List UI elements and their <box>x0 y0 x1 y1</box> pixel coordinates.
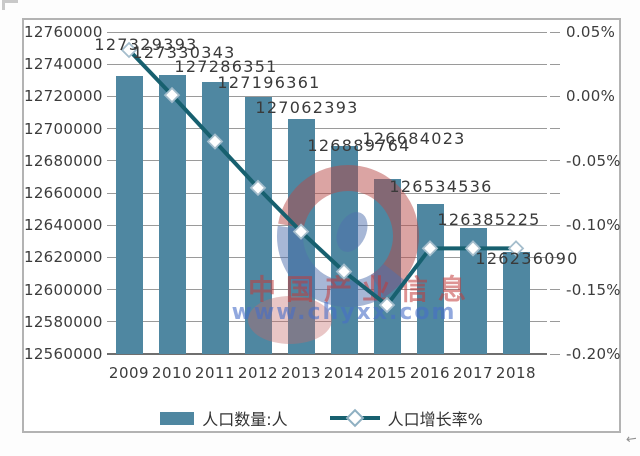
y-axis-label-right: -0.15% <box>566 280 621 299</box>
legend-label: 人口数量:人 <box>202 410 288 429</box>
bar-swatch-icon <box>160 411 195 425</box>
bar-value-label: 126684023 <box>362 129 466 148</box>
bar <box>244 96 272 354</box>
x-axis-label: 2009 <box>108 364 150 382</box>
x-axis-label: 2016 <box>409 364 451 382</box>
y-axis-label-left: 12640000 <box>24 216 103 235</box>
legend-item-population: 人口数量:人 <box>160 406 288 430</box>
x-axis-label: 2010 <box>151 364 193 382</box>
y-axis-label-right: -0.10% <box>566 216 621 235</box>
bar <box>158 75 186 354</box>
bar-value-label: 126534536 <box>389 177 493 196</box>
line-swatch-icon <box>329 408 380 428</box>
legend-label: 人口增长率% <box>387 410 483 429</box>
y-axis-label-left: 12720000 <box>24 87 103 106</box>
y-axis-label-left: 12700000 <box>24 119 103 138</box>
chart-frame: 12760000 0.05% 12740000 12720000 0.00% 127000… <box>22 18 621 433</box>
x-axis-label: 2018 <box>495 364 537 382</box>
y-axis-label-left: 12560000 <box>24 345 103 363</box>
y-axis-tick-right <box>550 160 560 162</box>
y-axis-tick-right <box>550 224 560 226</box>
y-axis-label-left: 12660000 <box>24 184 103 202</box>
legend: 人口数量:人 人口增长率% <box>24 406 619 430</box>
bar-value-label: 126236090 <box>475 249 579 268</box>
y-axis-label-right: -0.05% <box>566 151 621 170</box>
y-axis-tick-right <box>550 192 560 194</box>
bar-value-label: 127196361 <box>217 73 321 92</box>
y-axis-tick-right <box>550 289 560 291</box>
y-axis-tick-right <box>550 128 560 130</box>
grid-line <box>107 321 547 323</box>
y-axis-label-left: 12760000 <box>24 23 103 41</box>
y-axis-tick-right <box>550 256 560 258</box>
x-axis-label: 2014 <box>323 364 365 382</box>
x-axis-label: 2017 <box>452 364 494 382</box>
bar <box>201 82 229 354</box>
grid-line <box>107 63 547 65</box>
y-axis-label-left: 12740000 <box>24 55 103 74</box>
y-axis-label-right: -0.20% <box>566 345 621 363</box>
diamond-marker-icon <box>345 408 364 428</box>
y-axis-label-right: 0.00% <box>566 87 616 106</box>
x-axis-label: 2013 <box>280 364 322 382</box>
bar <box>330 146 358 354</box>
y-axis-tick-right <box>550 353 560 355</box>
x-axis-label: 2015 <box>366 364 408 382</box>
bar-value-label: 127062393 <box>255 98 359 117</box>
y-axis-tick-right <box>550 321 560 323</box>
y-axis-label-left: 12680000 <box>24 151 103 170</box>
cursor-arrow-icon: ← <box>625 431 638 448</box>
bar <box>115 75 143 354</box>
y-axis-label-left: 12620000 <box>24 248 103 267</box>
bar-value-label: 126385225 <box>437 210 541 229</box>
y-axis-tick-right <box>550 63 560 65</box>
x-axis-label: 2011 <box>194 364 236 382</box>
y-axis-tick-right <box>550 95 560 97</box>
bar <box>459 227 487 354</box>
legend-item-growth-rate: 人口增长率% <box>329 406 483 430</box>
x-axis-label: 2012 <box>237 364 279 382</box>
y-axis-label-left: 12580000 <box>24 312 103 331</box>
grid-line <box>107 31 547 33</box>
y-axis-label-right: 0.05% <box>566 23 616 41</box>
corner-mark <box>2 0 18 10</box>
bar <box>373 179 401 354</box>
y-axis-label-left: 12600000 <box>24 280 103 299</box>
x-axis-line <box>107 353 547 355</box>
y-axis-tick-right <box>550 31 560 33</box>
